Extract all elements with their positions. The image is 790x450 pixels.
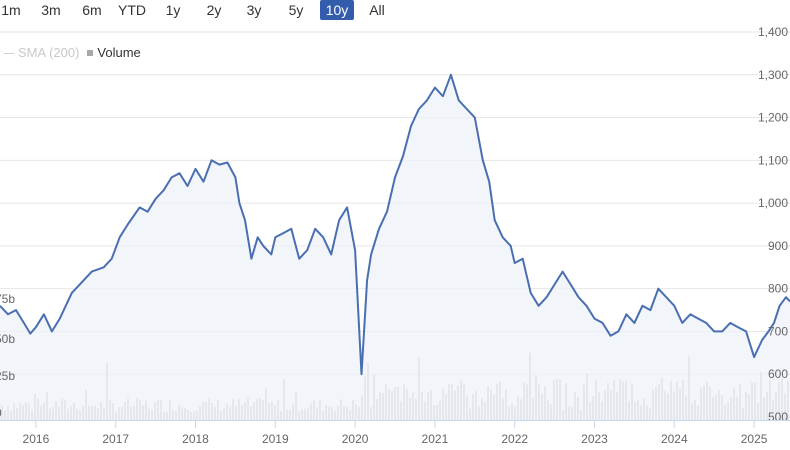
y-tick-label: 600 (768, 367, 788, 381)
y-tick-label: 900 (768, 239, 788, 253)
range-button-1[interactable]: 3m (41, 2, 61, 18)
y-tick-label: 500 (768, 410, 788, 424)
x-tick-label: 2025 (741, 432, 768, 446)
range-button-4[interactable]: 1y (165, 2, 181, 18)
volume-tick-label: 50b (0, 332, 15, 346)
chart-legend: SMA (200) Volume (4, 45, 141, 60)
volume-tick-label: 75b (0, 292, 15, 306)
range-button-0[interactable]: 1m (1, 2, 21, 18)
range-button-3[interactable]: YTD (118, 2, 146, 18)
x-tick-label: 2021 (422, 432, 449, 446)
x-tick-label: 2024 (661, 432, 688, 446)
y-tick-label: 1,400 (758, 25, 788, 39)
volume-tick-label: 0 (0, 406, 2, 420)
volume-tick-label: 25b (0, 369, 15, 383)
legend-volume-label: Volume (97, 45, 141, 60)
range-button-6[interactable]: 3y (246, 2, 262, 18)
legend-item-volume[interactable]: Volume (79, 45, 141, 60)
range-button-5[interactable]: 2y (206, 2, 222, 18)
volume-square-icon (87, 50, 94, 56)
x-tick-label: 2022 (501, 432, 528, 446)
range-button-2[interactable]: 6m (82, 2, 102, 18)
y-tick-label: 1,200 (758, 111, 788, 125)
y-tick-label: 700 (768, 324, 788, 338)
price-line[interactable] (0, 73, 790, 376)
legend-sma-label: SMA (200) (18, 45, 80, 60)
x-tick-label: 2019 (262, 432, 289, 446)
y-tick-label: 1,100 (758, 153, 788, 167)
range-button-9[interactable]: All (369, 2, 385, 18)
x-tick-label: 2016 (23, 432, 50, 446)
legend-item-sma[interactable]: SMA (200) (4, 45, 79, 60)
range-button-8[interactable]: 10y (320, 0, 354, 20)
range-button-7[interactable]: 5y (288, 2, 304, 18)
x-tick-label: 2023 (581, 432, 608, 446)
y-tick-label: 800 (768, 282, 788, 296)
sma-line-icon (4, 53, 14, 55)
price-area (0, 74, 790, 421)
x-tick-label: 2020 (342, 432, 369, 446)
x-tick-label: 2018 (182, 432, 209, 446)
range-selector: 1m 3m 6m YTD 1y 2y 3y 5y 10y All (0, 0, 790, 22)
y-tick-label: 1,000 (758, 196, 788, 210)
x-tick-label: 2017 (102, 432, 129, 446)
y-tick-label: 1,300 (758, 68, 788, 82)
